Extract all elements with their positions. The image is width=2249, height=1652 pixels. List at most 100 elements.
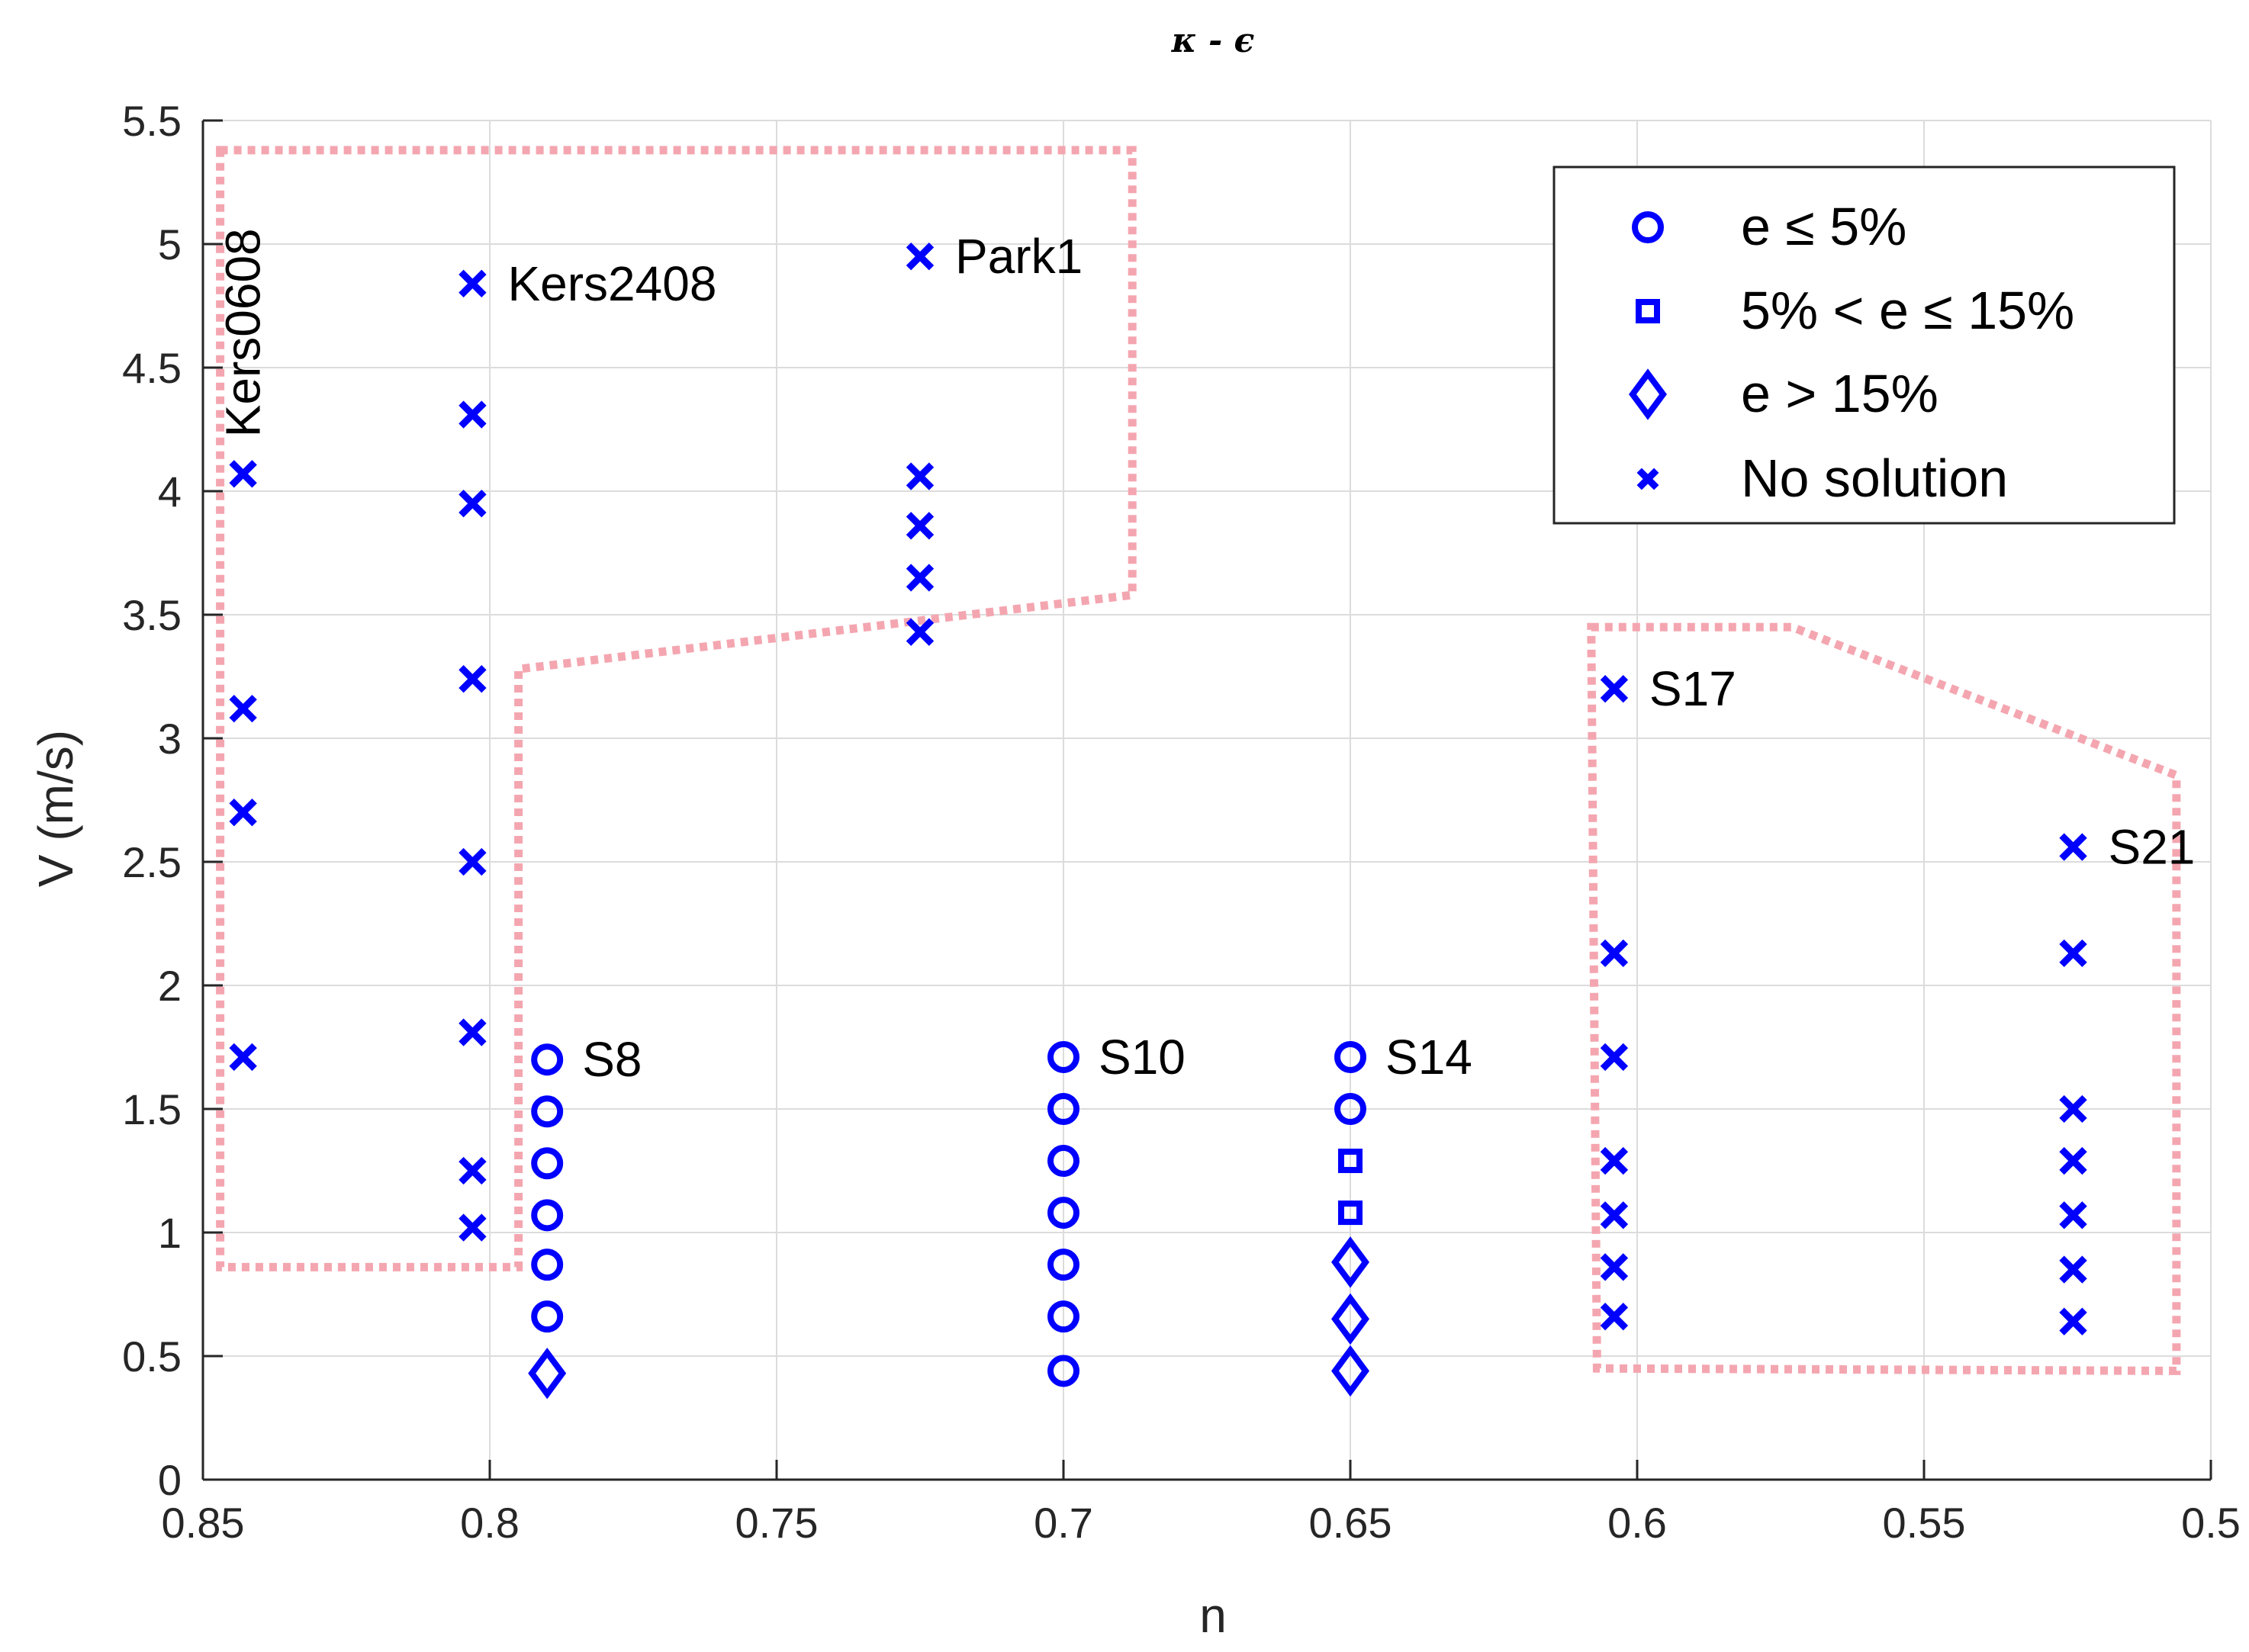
point-annotation: Kers2408: [507, 256, 716, 311]
x-marker: [458, 400, 487, 429]
legend-box: [1552, 166, 2176, 525]
x-marker: [906, 618, 935, 646]
diamond-marker: [1331, 1345, 1369, 1397]
point-annotation: Kers0608: [216, 228, 271, 437]
x-marker: [458, 1213, 487, 1242]
square-marker: [1338, 1149, 1363, 1174]
x-marker: [229, 460, 257, 488]
x-marker: [458, 847, 487, 876]
x-axis-label: n: [1199, 1588, 1227, 1643]
legend-x-marker: [1636, 468, 1659, 490]
legend-label: e > 15%: [1741, 364, 1939, 423]
diamond-marker: [528, 1347, 567, 1400]
circle-marker: [1334, 1093, 1366, 1125]
x-marker: [2059, 1307, 2087, 1335]
legend-label: 5% < e ≤ 15%: [1741, 281, 2074, 340]
circle-marker: [1047, 1300, 1079, 1333]
point-annotation: Park1: [955, 229, 1083, 284]
x-marker: [229, 799, 257, 827]
y-axis-label: V (m/s): [28, 730, 83, 887]
y-tick-label: 0: [158, 1456, 182, 1504]
circle-marker: [531, 1249, 564, 1281]
point-annotation: S8: [582, 1032, 642, 1087]
y-tick-label: 1: [158, 1209, 182, 1257]
diamond-marker: [1331, 1293, 1369, 1345]
y-tick-label: 2: [158, 962, 182, 1010]
x-marker: [458, 269, 487, 298]
circle-marker: [1334, 1040, 1366, 1073]
point-annotation: S21: [2109, 820, 2196, 875]
x-tick-label: 0.85: [162, 1499, 245, 1547]
x-marker: [1600, 1253, 1629, 1281]
x-marker: [2059, 939, 2087, 968]
legend-circle-marker: [1632, 211, 1664, 243]
y-tick-label: 5: [158, 220, 182, 268]
y-tick-label: 1.5: [122, 1085, 182, 1133]
x-tick-label: 0.55: [1883, 1499, 1966, 1547]
x-marker: [1600, 1043, 1629, 1072]
x-marker: [1600, 675, 1629, 703]
point-annotations: Kers0608 Kers2408 Park1 S8 S10 S14 S17 S21: [216, 228, 2196, 1087]
x-marker: [229, 1043, 257, 1072]
diamond-marker: [1331, 1236, 1369, 1288]
legend-diamond-marker: [1629, 368, 1667, 420]
region-outline: [216, 146, 1137, 1271]
x-marker: [2059, 1146, 2087, 1175]
circle-marker: [531, 1043, 564, 1076]
circle-marker: [531, 1199, 564, 1232]
x-marker: [2059, 1255, 2087, 1284]
circle-marker: [531, 1095, 564, 1128]
x-marker: [458, 1156, 487, 1185]
x-tick-label: 0.75: [735, 1499, 819, 1547]
x-marker: [2059, 1094, 2087, 1123]
x-tick-label: 0.6: [1607, 1499, 1667, 1547]
x-tick-label: 0.8: [460, 1499, 520, 1547]
legend-label: e ≤ 5%: [1741, 197, 1906, 256]
circle-marker: [1047, 1093, 1079, 1125]
chart-title: κ - ϵ: [1171, 21, 1255, 60]
x-marker: [906, 512, 935, 540]
legend: e ≤ 5% 5% < e ≤ 15% e > 15% No solution: [1552, 166, 2176, 525]
y-tick-label: 5.5: [122, 97, 182, 145]
square-marker: [1338, 1200, 1363, 1226]
circle-marker: [1047, 1145, 1079, 1178]
y-tick-label: 2.5: [122, 838, 182, 886]
point-annotation: S17: [1649, 661, 1736, 716]
x-marker: [2059, 1201, 2087, 1229]
x-marker: [229, 694, 257, 723]
y-tick-label: 3: [158, 715, 182, 763]
axes: 0.85 0.8 0.75 0.7 0.65 0.6 0.55 0.5 0 0.5 1 1.5 2 2.5…: [122, 97, 2241, 1547]
y-tick-label: 0.5: [122, 1332, 182, 1380]
legend-square-marker: [1636, 299, 1660, 323]
x-tick-label: 0.7: [1034, 1499, 1093, 1547]
x-marker: [906, 564, 935, 592]
x-marker: [1600, 939, 1629, 968]
x-tick-label: 0.65: [1309, 1499, 1392, 1547]
x-marker: [1600, 1302, 1629, 1331]
x-marker: [906, 462, 935, 490]
x-marker: [458, 1018, 487, 1046]
x-tick-label: 0.5: [2181, 1499, 2241, 1547]
y-tick-label: 4.5: [122, 344, 182, 392]
x-marker: [2059, 833, 2087, 861]
x-marker: [458, 665, 487, 693]
point-annotation: S10: [1099, 1030, 1186, 1085]
circle-marker: [1047, 1197, 1079, 1229]
circle-marker: [531, 1300, 564, 1333]
circle-marker: [1047, 1355, 1079, 1387]
region-outline: [1587, 622, 2181, 1375]
x-marker: [1600, 1146, 1629, 1175]
data-markers: [229, 243, 2087, 1400]
x-marker: [1600, 1201, 1629, 1229]
point-annotation: S14: [1385, 1030, 1472, 1085]
y-tick-label: 4: [158, 468, 182, 516]
circle-marker: [1047, 1040, 1079, 1073]
x-marker: [906, 243, 935, 271]
x-marker: [458, 490, 487, 518]
dotted-regions: [216, 146, 2181, 1375]
y-tick-label: 3.5: [122, 591, 182, 639]
circle-marker: [531, 1147, 564, 1180]
legend-label: No solution: [1741, 448, 2008, 508]
